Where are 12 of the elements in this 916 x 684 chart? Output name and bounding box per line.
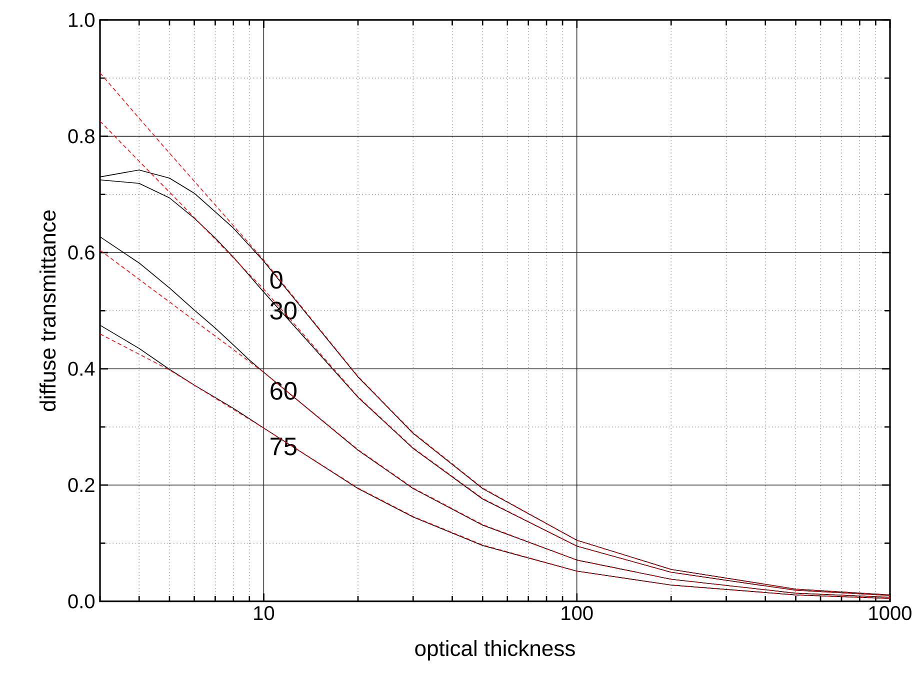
series-label: 75 [270,438,296,456]
y-tick-label: 0.4 [68,362,95,376]
y-tick-label: 1.0 [69,12,95,28]
x-axis-title: optical thickness [415,640,575,661]
y-tick-label: 0.0 [68,594,95,608]
y-tick-label: 0.6 [68,245,94,260]
x-tick-label: 100 [562,606,593,620]
y-tick-label: 0.8 [68,129,94,144]
x-tick-label: 10 [254,606,274,620]
y-tick-label: 0.2 [68,478,94,492]
x-tick-label: 1000 [869,606,912,620]
y-axis-title: diffuse transmittance [40,210,56,412]
